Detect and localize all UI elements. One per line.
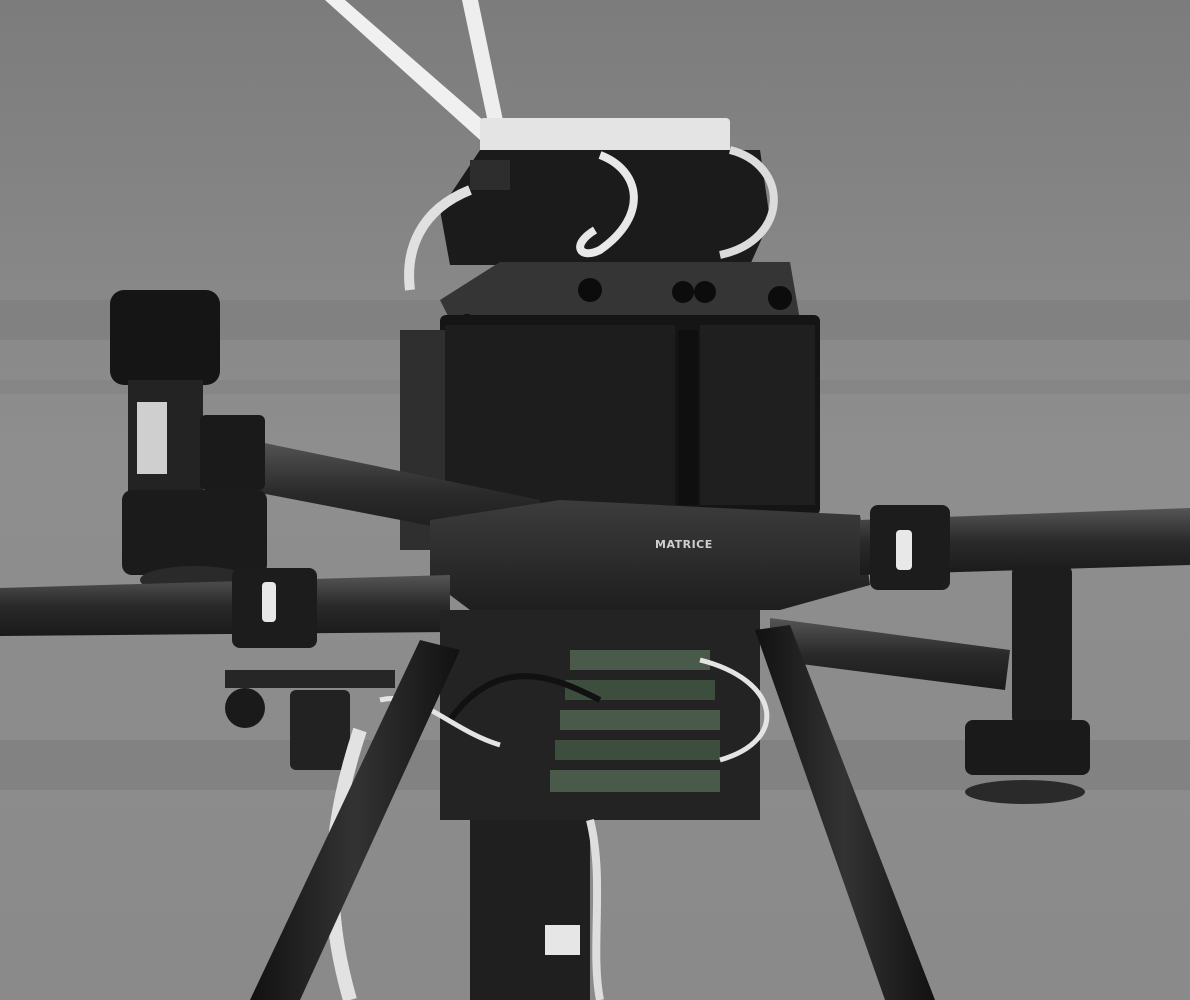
lower-payload bbox=[470, 820, 590, 1000]
circuit-board bbox=[565, 680, 715, 700]
gimbal-bracket bbox=[225, 670, 395, 688]
sensor-lens bbox=[672, 281, 694, 303]
motor-base bbox=[122, 490, 267, 575]
white-cable bbox=[404, 185, 472, 291]
gimbal-arm bbox=[290, 690, 350, 770]
sensor-lens bbox=[694, 281, 716, 303]
circuit-board bbox=[555, 740, 720, 760]
wire-bundle bbox=[447, 673, 602, 722]
battery-latch bbox=[678, 330, 698, 505]
antenna bbox=[325, 0, 492, 140]
battery-left bbox=[445, 325, 675, 505]
circuit-board bbox=[560, 710, 720, 730]
antenna-mount bbox=[480, 118, 730, 156]
landing-leg-right bbox=[755, 625, 935, 1000]
wire-bundle bbox=[699, 657, 770, 763]
antenna bbox=[462, 0, 505, 132]
white-cable bbox=[576, 151, 638, 258]
circuit-board bbox=[550, 770, 720, 792]
arm-joint bbox=[200, 415, 265, 490]
landing-leg-left bbox=[250, 640, 460, 1000]
motor-base bbox=[965, 720, 1090, 775]
top-module bbox=[440, 150, 770, 265]
circuit-board bbox=[570, 650, 710, 670]
lower-payload-label bbox=[545, 925, 580, 955]
arm-clamp-arrow bbox=[262, 582, 276, 622]
motor-top bbox=[110, 290, 220, 385]
arm-rear-right bbox=[770, 618, 1010, 690]
white-cable bbox=[719, 146, 778, 259]
white-cable bbox=[586, 819, 604, 1000]
main-body bbox=[430, 500, 870, 610]
gimbal-camera bbox=[225, 688, 265, 728]
sensor-lens bbox=[768, 286, 792, 310]
top-module-slot bbox=[470, 160, 510, 190]
brand-label: MATRICE bbox=[655, 538, 713, 551]
sensor-lens bbox=[578, 278, 602, 302]
motor-light bbox=[137, 402, 167, 474]
arm-clamp-arrow bbox=[896, 530, 912, 570]
motor-column bbox=[1012, 565, 1072, 725]
arm-front-left bbox=[0, 575, 450, 636]
sensor-bar bbox=[440, 262, 800, 320]
battery-right bbox=[700, 325, 815, 505]
motor-hub bbox=[965, 780, 1085, 804]
